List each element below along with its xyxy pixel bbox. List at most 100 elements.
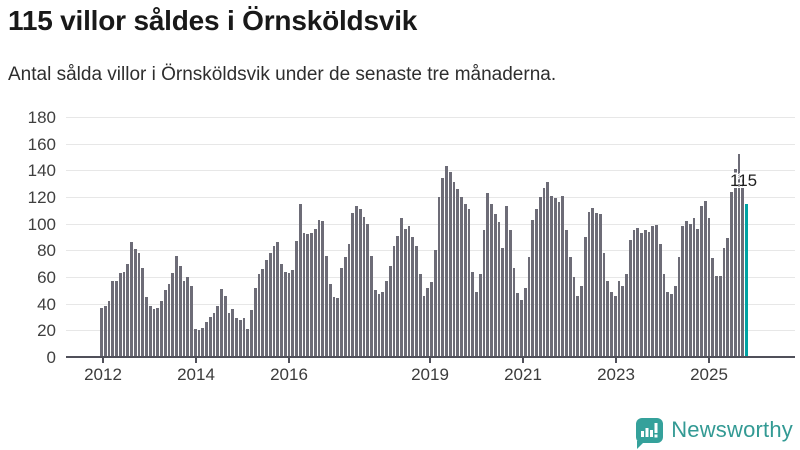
- x-tick-mark: [708, 358, 710, 363]
- bar: [347, 243, 351, 357]
- bar: [407, 226, 411, 357]
- bar: [415, 246, 418, 357]
- bar: [670, 294, 673, 357]
- bar: [115, 281, 118, 357]
- bar: [651, 226, 654, 357]
- bar: [426, 287, 429, 357]
- bar: [283, 271, 287, 357]
- bar: [373, 290, 377, 357]
- bar: [377, 294, 381, 357]
- page-title: 115 villor såldes i Örnsköldsvik: [8, 5, 418, 36]
- bar: [542, 187, 546, 357]
- bar: [456, 189, 459, 357]
- x-tick-mark: [102, 358, 104, 363]
- bar: [208, 317, 212, 357]
- bar: [212, 313, 216, 357]
- bar: [715, 275, 718, 357]
- bar: [583, 237, 587, 357]
- bar: [520, 299, 523, 357]
- bar: [332, 297, 336, 357]
- bar: [707, 218, 711, 357]
- bar: [223, 295, 227, 357]
- bar: [718, 275, 722, 357]
- bar: [523, 287, 527, 357]
- bar: [636, 227, 639, 357]
- bar: [486, 193, 489, 357]
- bar: [501, 247, 504, 357]
- bar: [437, 197, 441, 357]
- bar: [216, 306, 219, 357]
- bar: [722, 247, 726, 357]
- bar: [452, 182, 456, 357]
- y-tick-label: 60: [37, 268, 56, 287]
- bar: [628, 239, 632, 357]
- bar: [493, 214, 497, 357]
- chart-subtitle: Antal sålda villor i Örnsköldsvik under …: [8, 64, 557, 85]
- bar: [313, 229, 317, 357]
- bar: [152, 309, 156, 357]
- bar: [317, 219, 321, 357]
- bar: [463, 203, 467, 357]
- bar: [478, 274, 482, 357]
- bar: [516, 293, 519, 357]
- y-tick-label: 40: [37, 294, 56, 314]
- bar: [561, 195, 564, 357]
- x-tick-label: 2025: [690, 365, 728, 384]
- bar: [418, 274, 422, 357]
- bar: [253, 287, 257, 357]
- bar: [295, 241, 298, 357]
- bar: [227, 313, 231, 357]
- bar: [133, 249, 137, 357]
- bar: [201, 327, 204, 357]
- gridline: [66, 143, 795, 145]
- gridline: [66, 223, 795, 225]
- bar: [190, 286, 193, 357]
- bar: [411, 237, 414, 357]
- brand-footer: Newsworthy: [636, 417, 793, 449]
- bar: [366, 223, 369, 357]
- y-tick-label: 120: [27, 188, 56, 207]
- bar: [148, 306, 152, 357]
- bar: [235, 318, 238, 357]
- bar: [171, 273, 174, 357]
- bar: [643, 230, 647, 357]
- bar: [737, 154, 741, 357]
- bar: [385, 281, 388, 357]
- bar: [688, 223, 692, 357]
- bar: [246, 329, 249, 357]
- x-tick-label: 2012: [84, 365, 122, 384]
- bar: [587, 211, 591, 357]
- bar: [617, 281, 621, 357]
- bar: [111, 281, 114, 357]
- bar: [655, 225, 658, 357]
- bar: [276, 242, 279, 357]
- bar: [107, 301, 111, 357]
- bar: [302, 233, 306, 357]
- bar: [291, 270, 294, 357]
- bar: [572, 277, 576, 357]
- bar: [696, 229, 699, 357]
- bar: [167, 283, 171, 357]
- x-tick-label: 2019: [411, 365, 449, 384]
- y-tick-label: 180: [27, 108, 56, 127]
- bar: [700, 206, 703, 357]
- bar-series: [100, 117, 748, 357]
- bar: [692, 218, 696, 357]
- bar: [733, 169, 737, 357]
- bar: [306, 234, 309, 357]
- bar: [482, 230, 486, 357]
- bar: [546, 182, 549, 357]
- bar: [145, 297, 148, 357]
- bar: [100, 307, 103, 357]
- bar: [370, 255, 373, 357]
- y-tick-label: 100: [27, 214, 56, 234]
- bar: [381, 291, 384, 357]
- bar: [490, 203, 493, 357]
- bar: [298, 203, 302, 357]
- gridline: [66, 117, 795, 118]
- bar: [658, 243, 662, 357]
- bar: [576, 295, 579, 357]
- bar: [141, 267, 144, 357]
- bar: [625, 274, 628, 357]
- bar: [471, 271, 474, 357]
